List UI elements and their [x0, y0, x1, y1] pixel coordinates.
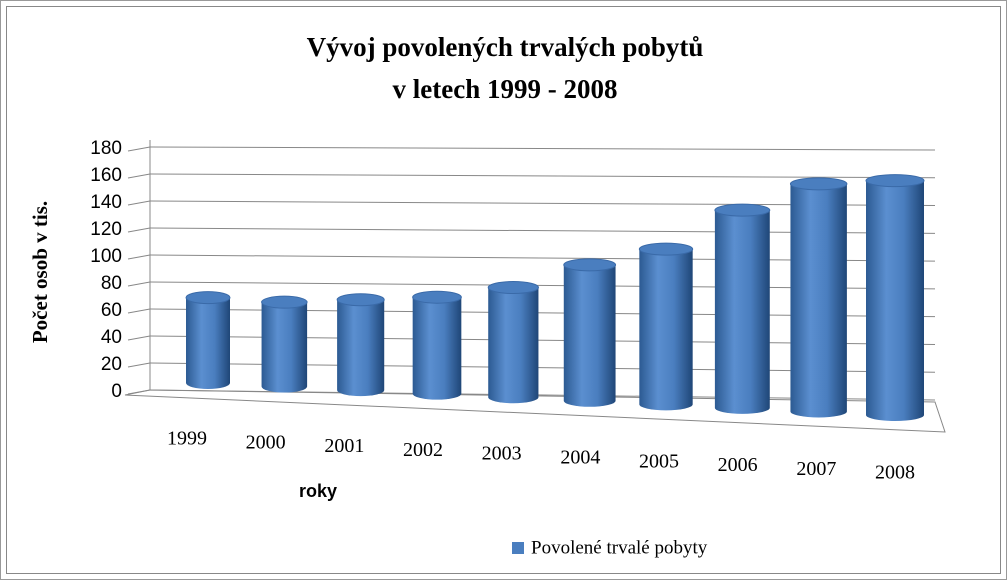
y-tick-label: 80 — [101, 273, 122, 294]
bar-top — [487, 281, 539, 295]
bar-top — [412, 290, 462, 304]
bar-top — [714, 203, 771, 217]
x-tick-label: 2007 — [796, 458, 836, 480]
bar — [639, 249, 693, 411]
bar — [261, 302, 308, 393]
grid-line — [127, 227, 151, 233]
bar-top — [563, 258, 617, 272]
bar — [866, 180, 924, 421]
grid-line — [127, 146, 151, 152]
y-tick-label: 60 — [101, 300, 122, 321]
x-tick-label: 2002 — [403, 439, 443, 461]
x-axis-title: roky — [299, 481, 337, 501]
x-tick-label: 2008 — [875, 462, 915, 484]
grid-line — [127, 281, 151, 287]
y-tick-label: 0 — [111, 381, 122, 402]
grid-line — [149, 146, 936, 151]
bar — [186, 297, 230, 389]
y-tick-label: 40 — [101, 327, 122, 348]
y-axis-title: Počet osob v tis. — [28, 201, 52, 343]
x-tick-label: 2006 — [718, 454, 758, 476]
bar — [714, 210, 770, 414]
grid-line — [127, 254, 151, 260]
chart-title: v letech 1999 - 2008 — [393, 74, 618, 104]
bar-top — [638, 242, 694, 256]
grid-line — [127, 335, 151, 341]
grid-line — [149, 173, 936, 179]
grid-line — [127, 308, 151, 314]
chart-title: Vývoj povolených trvalých pobytů — [307, 32, 704, 62]
y-tick-label: 120 — [90, 219, 122, 240]
x-tick-label: 2005 — [639, 450, 679, 472]
chart-border — [6, 6, 1001, 574]
bar-top — [261, 295, 308, 309]
x-tick-label: 1999 — [167, 428, 207, 450]
bar — [563, 264, 616, 407]
grid-line — [127, 389, 151, 395]
x-tick-label: 2003 — [482, 443, 522, 465]
legend-label: Povolené trvalé pobyty — [531, 537, 708, 558]
bar — [790, 183, 847, 418]
grid-line — [127, 173, 151, 179]
x-tick-label: 2004 — [560, 446, 600, 468]
y-tick-label: 160 — [90, 165, 122, 186]
y-tick-label: 180 — [90, 138, 122, 159]
bar — [488, 287, 539, 404]
bar-top — [185, 291, 231, 305]
legend-swatch — [512, 542, 524, 554]
grid-line — [127, 362, 151, 368]
x-tick-label: 2000 — [246, 431, 286, 453]
grid-line — [127, 200, 151, 206]
x-tick-label: 2001 — [324, 435, 364, 457]
y-tick-label: 20 — [101, 354, 122, 375]
bar-top — [865, 174, 925, 188]
bar-top — [789, 177, 848, 191]
y-tick-label: 100 — [90, 246, 122, 267]
y-tick-label: 140 — [90, 192, 122, 213]
bar-top — [336, 293, 385, 307]
bar — [337, 299, 385, 397]
bar — [412, 297, 462, 400]
